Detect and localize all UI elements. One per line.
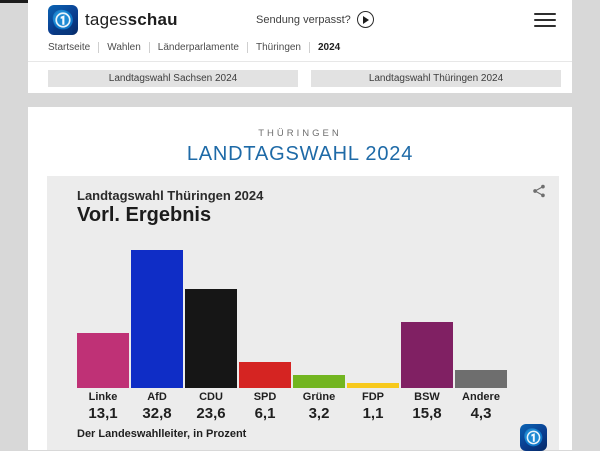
breadcrumb-item-wahlen[interactable]: Wahlen [107, 42, 141, 53]
chart-subtitle: Landtagswahl Thüringen 2024 [77, 188, 264, 203]
breadcrumb: Startseite Wahlen Länderparlamente Thüringe… [48, 42, 348, 53]
button-landtagswahl-thueringen[interactable]: Landtagswahl Thüringen 2024 [311, 70, 561, 87]
region-kicker: THÜRINGEN [258, 128, 342, 139]
bar-label-afd: AfD [147, 391, 167, 403]
bar-fdp [347, 383, 399, 388]
bar-afd [131, 250, 183, 388]
breadcrumb-item-länderparlamente[interactable]: Länderparlamente [157, 42, 239, 53]
chart-source: Der Landeswahlleiter, in Prozent [77, 428, 247, 440]
breadcrumb-item-2024[interactable]: 2024 [318, 42, 341, 53]
bar-value-bsw: 15,8 [412, 405, 442, 422]
bar-value-grüne: 3,2 [308, 405, 330, 422]
header-divider [28, 61, 572, 62]
breadcrumb-separator [148, 42, 150, 53]
bar-spd [239, 362, 291, 388]
page-title: LANDTAGSWAHL 2024 [186, 143, 414, 165]
share-icon[interactable] [532, 184, 546, 198]
hamburger-icon [534, 24, 556, 27]
button-landtagswahl-sachsen[interactable]: Landtagswahl Sachsen 2024 [48, 70, 298, 87]
bar-andere [455, 369, 507, 388]
results-chart-card: Landtagswahl Thüringen 2024 Vorl. Ergebn… [47, 176, 559, 451]
tagesschau-logo[interactable] [48, 5, 78, 35]
tagesschau-watermark-logo [520, 424, 547, 451]
bar-value-linke: 13,1 [88, 405, 118, 422]
bar-label-bsw: BSW [414, 391, 440, 403]
bar-label-spd: SPD [253, 391, 277, 403]
menu-button[interactable] [534, 13, 556, 27]
hamburger-icon [534, 13, 556, 16]
bar-label-linke: Linke [88, 391, 118, 403]
breadcrumb-item-startseite[interactable]: Startseite [48, 42, 91, 53]
bar-grüne [293, 374, 345, 388]
breadcrumb-item-thüringen[interactable]: Thüringen [255, 42, 301, 53]
values-row: 13,1 32,8 23,6 6,1 3,2 1,1 15,8 4,3 [77, 405, 509, 422]
window-edge-artifact [0, 0, 30, 3]
chart-title: Vorl. Ergebnis [77, 204, 212, 226]
bar-value-andere: 4,3 [470, 405, 492, 422]
bar-value-cdu: 23,6 [196, 405, 226, 422]
bar-label-fdp: FDP [362, 391, 384, 403]
bar-cdu [185, 288, 237, 388]
bar-bsw [401, 321, 453, 388]
breadcrumb-separator [98, 42, 100, 53]
globe-icon [524, 428, 543, 447]
play-icon[interactable] [356, 11, 374, 28]
bar-label-grüne: Grüne [302, 391, 336, 403]
bar-label-andere: Andere [462, 391, 500, 403]
bar-value-spd: 6,1 [254, 405, 276, 422]
hamburger-icon [534, 18, 556, 22]
brand-regular: tages [85, 10, 128, 29]
bar-label-cdu: CDU [199, 391, 223, 403]
globe-icon [52, 9, 73, 35]
bar-value-afd: 32,8 [142, 405, 172, 422]
names-row: Linke AfD CDU SPD Grüne FDP BSW Andere [77, 391, 509, 403]
breadcrumb-separator [309, 42, 310, 53]
sendung-verpasst-link[interactable]: Sendung verpasst? [256, 11, 374, 28]
bars-row [77, 250, 509, 388]
site-header: tagesschau Sendung verpasst? Startseite W… [28, 0, 572, 93]
brand-wordmark[interactable]: tagesschau [85, 10, 178, 30]
main-content: THÜRINGEN LANDTAGSWAHL 2024 Landtagswahl… [28, 107, 572, 451]
bar-value-fdp: 1,1 [362, 405, 384, 422]
bar-linke [77, 333, 129, 388]
brand-bold: schau [127, 10, 178, 29]
breadcrumb-separator [246, 42, 248, 53]
sendung-verpasst-label: Sendung verpasst? [256, 13, 351, 26]
